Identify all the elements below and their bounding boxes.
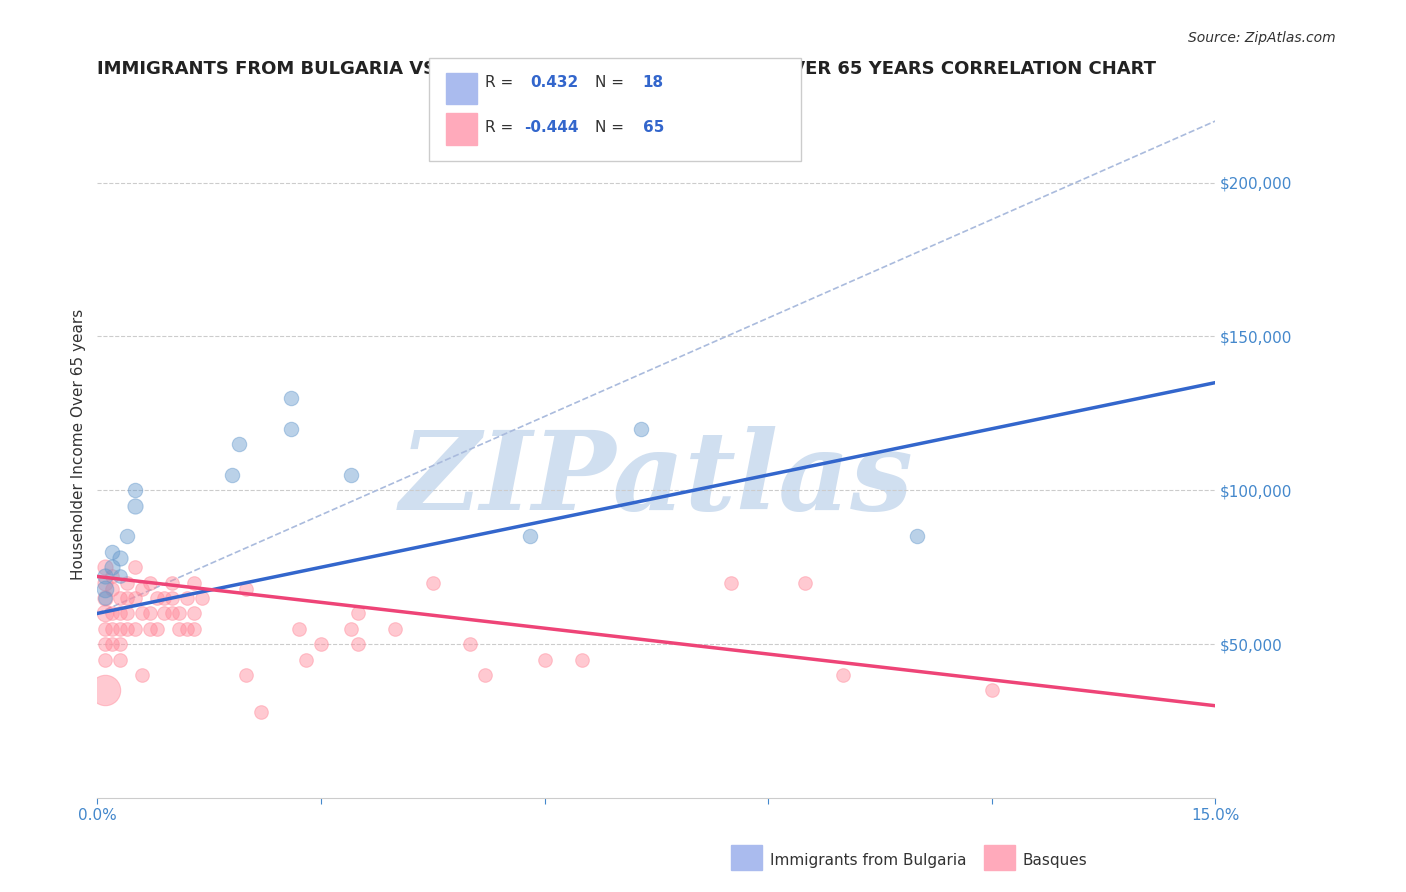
Point bbox=[94, 652, 117, 666]
Point bbox=[630, 422, 652, 436]
Point bbox=[221, 467, 243, 482]
Point bbox=[235, 668, 257, 682]
Point bbox=[94, 591, 117, 605]
Point bbox=[176, 591, 198, 605]
Point bbox=[533, 652, 555, 666]
Point bbox=[720, 575, 742, 590]
Point bbox=[108, 607, 131, 621]
Point bbox=[94, 591, 117, 605]
Point bbox=[384, 622, 406, 636]
Point bbox=[115, 622, 138, 636]
Point bbox=[115, 607, 138, 621]
Point bbox=[124, 483, 146, 498]
Point bbox=[94, 582, 117, 596]
Text: ZIPatlas: ZIPatlas bbox=[399, 425, 914, 533]
Point bbox=[176, 622, 198, 636]
Point bbox=[115, 575, 138, 590]
Point bbox=[94, 569, 117, 583]
Point bbox=[131, 607, 153, 621]
Point bbox=[94, 560, 117, 574]
Point bbox=[138, 607, 160, 621]
Y-axis label: Householder Income Over 65 years: Householder Income Over 65 years bbox=[72, 309, 86, 580]
Point bbox=[831, 668, 853, 682]
Text: 18: 18 bbox=[643, 76, 664, 90]
Point bbox=[115, 591, 138, 605]
Point bbox=[905, 529, 928, 543]
Point bbox=[794, 575, 817, 590]
Point bbox=[124, 591, 146, 605]
Point bbox=[94, 575, 117, 590]
Point bbox=[115, 529, 138, 543]
Point bbox=[183, 622, 205, 636]
Point bbox=[347, 637, 370, 651]
Text: R =: R = bbox=[485, 120, 513, 135]
Point bbox=[980, 683, 1002, 698]
Point bbox=[101, 622, 124, 636]
Point bbox=[124, 499, 146, 513]
Point bbox=[94, 637, 117, 651]
Point bbox=[287, 622, 309, 636]
Text: Source: ZipAtlas.com: Source: ZipAtlas.com bbox=[1188, 31, 1336, 45]
Point bbox=[280, 391, 302, 405]
Point bbox=[101, 545, 124, 559]
Point bbox=[138, 575, 160, 590]
Point bbox=[124, 622, 146, 636]
Point bbox=[108, 622, 131, 636]
Point bbox=[160, 575, 183, 590]
Point bbox=[280, 422, 302, 436]
Text: Immigrants from Bulgaria: Immigrants from Bulgaria bbox=[770, 854, 967, 868]
Point bbox=[108, 569, 131, 583]
Point bbox=[108, 652, 131, 666]
Point bbox=[309, 637, 332, 651]
Point bbox=[474, 668, 496, 682]
Point bbox=[458, 637, 481, 651]
Point bbox=[94, 622, 117, 636]
Point bbox=[101, 637, 124, 651]
Point bbox=[101, 560, 124, 574]
Point bbox=[101, 569, 124, 583]
Point bbox=[94, 683, 117, 698]
Point bbox=[169, 622, 191, 636]
Point bbox=[108, 637, 131, 651]
Point bbox=[295, 652, 318, 666]
Point bbox=[101, 607, 124, 621]
Point bbox=[422, 575, 444, 590]
Point bbox=[169, 607, 191, 621]
Text: N =: N = bbox=[595, 120, 624, 135]
Point bbox=[571, 652, 593, 666]
Text: 0.432: 0.432 bbox=[530, 76, 578, 90]
Point bbox=[339, 622, 361, 636]
Point bbox=[190, 591, 212, 605]
Point bbox=[183, 607, 205, 621]
Point bbox=[108, 551, 131, 566]
Point bbox=[131, 668, 153, 682]
Point bbox=[101, 582, 124, 596]
Text: N =: N = bbox=[595, 76, 624, 90]
Point bbox=[153, 607, 176, 621]
Text: -0.444: -0.444 bbox=[524, 120, 579, 135]
Point bbox=[160, 607, 183, 621]
Point bbox=[160, 591, 183, 605]
Point bbox=[153, 591, 176, 605]
Point bbox=[146, 622, 169, 636]
Text: 65: 65 bbox=[643, 120, 664, 135]
Text: R =: R = bbox=[485, 76, 513, 90]
Point bbox=[235, 582, 257, 596]
Point bbox=[146, 591, 169, 605]
Point bbox=[138, 622, 160, 636]
Point bbox=[250, 705, 273, 719]
Point bbox=[183, 575, 205, 590]
Point bbox=[519, 529, 541, 543]
Point bbox=[339, 467, 361, 482]
Point bbox=[131, 582, 153, 596]
Point bbox=[94, 607, 117, 621]
Point bbox=[347, 607, 370, 621]
Text: IMMIGRANTS FROM BULGARIA VS BASQUE HOUSEHOLDER INCOME OVER 65 YEARS CORRELATION : IMMIGRANTS FROM BULGARIA VS BASQUE HOUSE… bbox=[97, 60, 1156, 78]
Text: Basques: Basques bbox=[1022, 854, 1087, 868]
Point bbox=[108, 591, 131, 605]
Point bbox=[124, 560, 146, 574]
Point bbox=[228, 437, 250, 451]
